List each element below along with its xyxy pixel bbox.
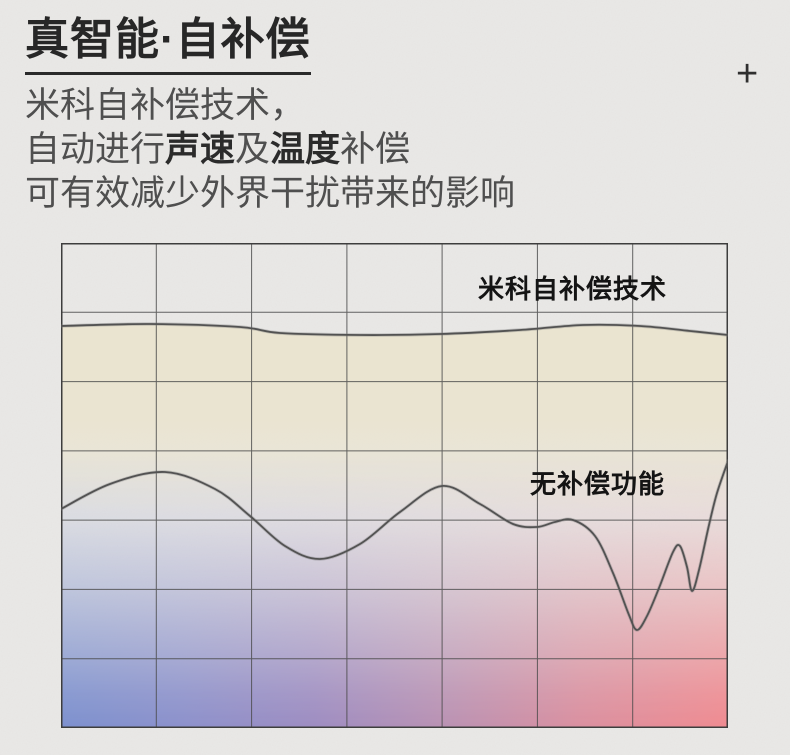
subtitle-block: 米科自补偿技术， 自动进行声速及温度补偿 可有效减少外界干扰带来的影响	[25, 84, 515, 216]
subtitle-line-2-segment: 温度	[270, 130, 341, 169]
subtitle-line-2-segment: 声速	[165, 130, 236, 169]
subtitle-line-2-segment: 自动进行	[25, 130, 166, 169]
series-label-uncompensated: 无补偿功能	[530, 469, 666, 499]
compensation-chart: 米科自补偿技术 无补偿功能	[61, 243, 728, 728]
subtitle-line-2-segment: 补偿	[340, 130, 411, 169]
subtitle-line-3: 可有效减少外界干扰带来的影响	[25, 174, 516, 213]
chart-canvas	[61, 243, 728, 728]
subtitle-line-2: 自动进行声速及温度补偿	[25, 128, 515, 172]
subtitle-line-2-segment: 及	[235, 130, 271, 169]
plus-icon: +	[736, 53, 759, 95]
subtitle-line-1: 米科自补偿技术，	[25, 86, 306, 125]
page-title: 真智能·自补偿	[25, 16, 311, 75]
series-label-compensated: 米科自补偿技术	[478, 274, 668, 304]
